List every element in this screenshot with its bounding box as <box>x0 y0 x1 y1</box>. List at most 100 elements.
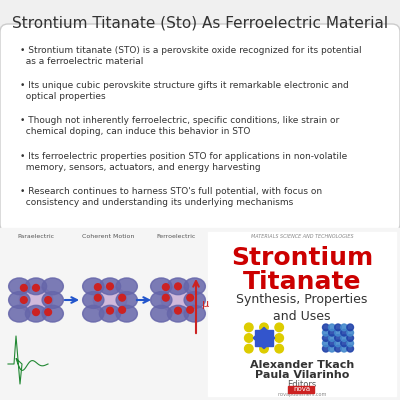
Circle shape <box>347 324 354 331</box>
Circle shape <box>322 345 329 352</box>
Circle shape <box>328 335 335 341</box>
Ellipse shape <box>184 278 205 295</box>
Circle shape <box>119 294 126 301</box>
Circle shape <box>335 324 341 331</box>
Text: Paraelectric: Paraelectric <box>18 234 54 239</box>
Text: • Its ferroelectric properties position STO for applications in non-volatile
  m: • Its ferroelectric properties position … <box>20 152 347 172</box>
Ellipse shape <box>116 305 137 322</box>
Circle shape <box>335 345 341 352</box>
Circle shape <box>45 309 52 316</box>
Circle shape <box>244 344 253 353</box>
Circle shape <box>260 344 268 353</box>
Bar <box>0 228 400 400</box>
Ellipse shape <box>184 305 205 322</box>
Circle shape <box>20 297 27 303</box>
Circle shape <box>347 335 354 341</box>
Text: • Its unique cubic perovskite structure gifts it remarkable electronic and
  opt: • Its unique cubic perovskite structure … <box>20 81 349 101</box>
Text: Strontium Titanate (Sto) As Ferroelectric Material: Strontium Titanate (Sto) As Ferroelectri… <box>12 16 388 31</box>
Circle shape <box>322 329 329 336</box>
Circle shape <box>347 340 354 347</box>
Circle shape <box>335 329 341 336</box>
Circle shape <box>341 329 348 336</box>
Circle shape <box>341 345 348 352</box>
Circle shape <box>94 294 101 301</box>
Circle shape <box>335 335 341 341</box>
Ellipse shape <box>25 305 47 322</box>
Circle shape <box>347 345 354 352</box>
Circle shape <box>341 340 348 347</box>
Text: nova: nova <box>294 386 310 392</box>
Text: Strontium: Strontium <box>231 246 373 270</box>
Text: novapublishers.com: novapublishers.com <box>277 392 327 397</box>
Ellipse shape <box>83 292 104 308</box>
Ellipse shape <box>167 278 189 295</box>
Text: Coherent Motion: Coherent Motion <box>82 234 134 239</box>
Circle shape <box>328 340 335 347</box>
Ellipse shape <box>42 305 63 322</box>
Circle shape <box>162 294 169 301</box>
Circle shape <box>275 334 284 342</box>
Bar <box>288 386 314 393</box>
Ellipse shape <box>42 278 63 295</box>
Circle shape <box>119 306 126 313</box>
Circle shape <box>244 334 253 342</box>
Ellipse shape <box>161 286 195 314</box>
Text: Editors: Editors <box>287 380 317 389</box>
Circle shape <box>260 323 268 332</box>
Circle shape <box>94 284 101 290</box>
Ellipse shape <box>19 286 53 314</box>
Ellipse shape <box>151 292 172 308</box>
Circle shape <box>175 307 181 314</box>
Circle shape <box>341 324 348 331</box>
Ellipse shape <box>9 292 30 308</box>
Circle shape <box>347 329 354 336</box>
Ellipse shape <box>83 278 104 295</box>
Text: • Though not inherently ferroelectric, specific conditions, like strain or
  che: • Though not inherently ferroelectric, s… <box>20 116 339 136</box>
Ellipse shape <box>99 305 121 322</box>
Ellipse shape <box>99 278 121 295</box>
Circle shape <box>187 306 194 313</box>
Ellipse shape <box>116 292 137 308</box>
Circle shape <box>33 309 39 316</box>
Text: Synthesis, Properties
and Uses: Synthesis, Properties and Uses <box>236 293 368 323</box>
Ellipse shape <box>42 292 63 308</box>
Text: Paula Vilarinho: Paula Vilarinho <box>255 370 349 380</box>
Circle shape <box>322 335 329 341</box>
Ellipse shape <box>151 305 172 322</box>
Circle shape <box>20 284 27 291</box>
Circle shape <box>107 283 113 290</box>
Ellipse shape <box>184 292 205 308</box>
Circle shape <box>335 340 341 347</box>
Text: Ferroelectric: Ferroelectric <box>156 234 196 239</box>
Circle shape <box>328 324 335 331</box>
Ellipse shape <box>167 305 189 322</box>
Ellipse shape <box>83 305 104 322</box>
FancyBboxPatch shape <box>0 24 400 232</box>
Circle shape <box>162 284 169 290</box>
Bar <box>208 232 396 396</box>
Text: Titanate: Titanate <box>243 270 361 294</box>
FancyBboxPatch shape <box>255 330 273 346</box>
Text: MATERIALS SCIENCE AND TECHNOLOGIES: MATERIALS SCIENCE AND TECHNOLOGIES <box>251 234 353 239</box>
Ellipse shape <box>25 278 47 295</box>
Circle shape <box>322 340 329 347</box>
Text: μ: μ <box>202 299 209 309</box>
Ellipse shape <box>93 286 127 314</box>
Circle shape <box>275 323 284 332</box>
Ellipse shape <box>9 305 30 322</box>
Circle shape <box>341 335 348 341</box>
Circle shape <box>45 297 52 303</box>
Circle shape <box>328 329 335 336</box>
Circle shape <box>275 344 284 353</box>
Circle shape <box>33 284 39 291</box>
Circle shape <box>187 294 194 301</box>
Ellipse shape <box>116 278 137 295</box>
Text: • Research continues to harness STO's full potential, with focus on
  consistenc: • Research continues to harness STO's fu… <box>20 187 322 207</box>
Text: • Strontium titanate (STO) is a perovskite oxide recognized for its potential
  : • Strontium titanate (STO) is a perovski… <box>20 46 362 66</box>
Circle shape <box>107 307 113 314</box>
Circle shape <box>175 283 181 290</box>
Ellipse shape <box>9 278 30 295</box>
Ellipse shape <box>151 278 172 295</box>
Polygon shape <box>253 327 275 349</box>
Text: Alexander Tkach: Alexander Tkach <box>250 360 354 370</box>
